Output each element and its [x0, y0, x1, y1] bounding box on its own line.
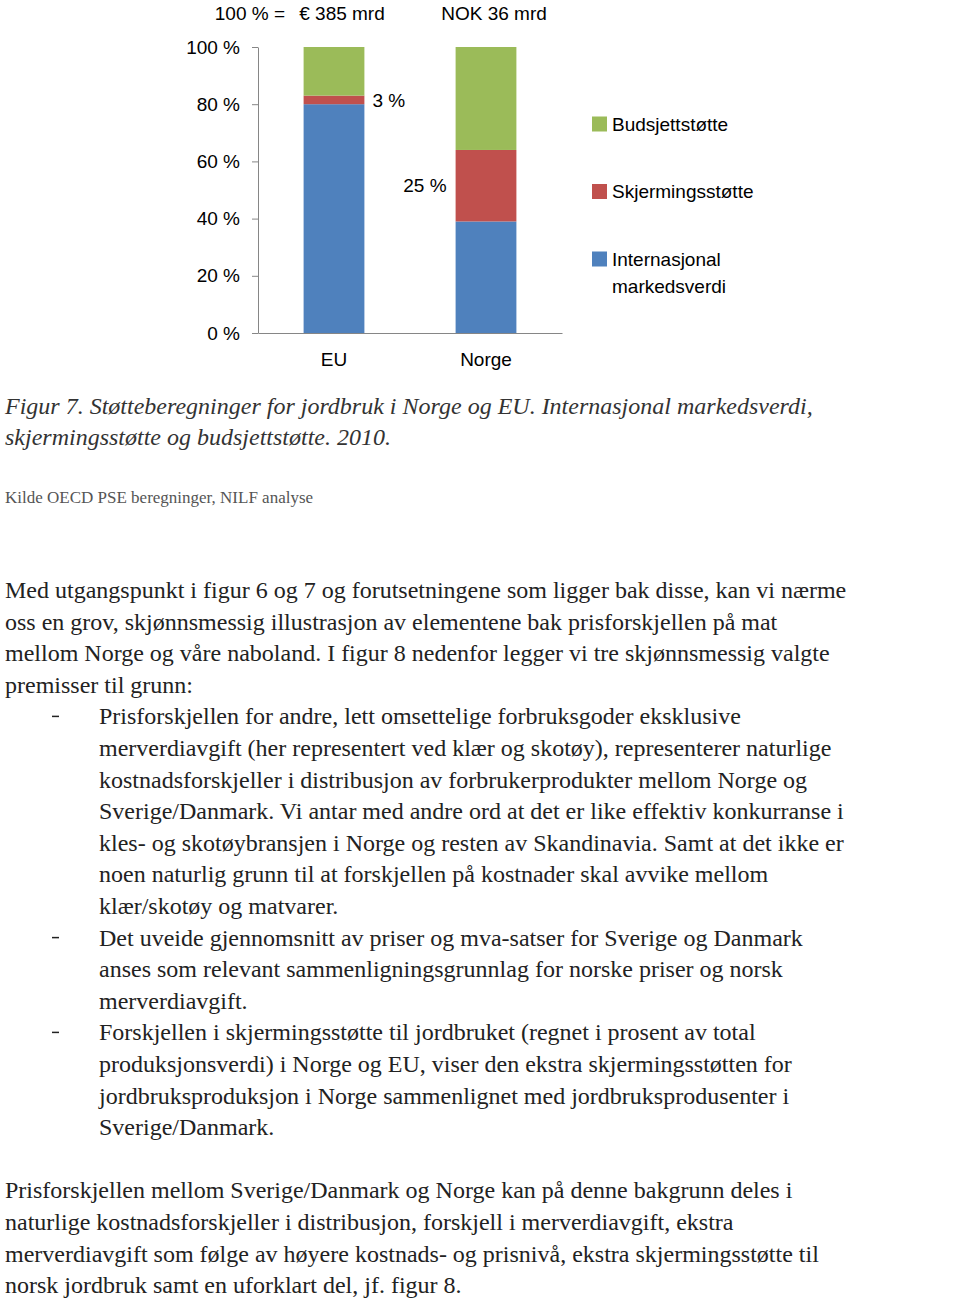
bar — [304, 47, 365, 96]
y-tick-mark — [252, 47, 258, 48]
bar — [304, 104, 365, 333]
y-tick: 80 % — [197, 94, 258, 115]
list-dash — [52, 937, 59, 939]
document-text: Figur 7. Støtteberegninger for jordbruk … — [4, 393, 846, 1298]
annotation: NOK 36 mrd — [441, 3, 547, 24]
x-tick-label: Norge — [460, 349, 512, 370]
bar — [456, 221, 517, 333]
intro-line: Med utgangspunkt i figur 6 og 7 og forut… — [5, 577, 846, 603]
x-tick: Norge — [460, 349, 512, 370]
bar — [456, 150, 517, 222]
legend-label: Internasjonalmarkedsverdi — [612, 249, 726, 298]
y-tick-mark — [252, 276, 258, 277]
y-tick-label: 40 % — [197, 208, 240, 229]
premise-line: kostnadsforskjeller i distribusjon av fo… — [99, 767, 807, 793]
y-tick-mark — [252, 219, 258, 220]
annotation: € 385 mrd — [299, 3, 385, 24]
premise-line: Prisforskjellen for andre, lett omsettel… — [99, 703, 741, 729]
bar — [304, 96, 365, 105]
y-tick: 0 % — [207, 323, 258, 344]
intro-line: mellom Norge og våre naboland. I figur 8… — [5, 640, 830, 666]
legend: Budsjettstøtte Skjermingsstøtte Internasjo… — [592, 114, 753, 298]
y-tick-mark — [252, 104, 258, 105]
page: 0 % 20 % 40 % 60 % 80 % 100 % EU Norge 3 % 25 % 10… — [0, 0, 960, 1305]
legend-label: Skjermingsstøtte — [612, 181, 753, 202]
data-label: 3 % — [372, 90, 405, 111]
caption-line: Figur 7. Støtteberegninger for jordbruk … — [4, 393, 813, 419]
list-dash — [52, 1032, 59, 1034]
intro-line: premisser til grunn: — [5, 672, 193, 698]
conclusion-line: naturlige kostnadsforskjeller i distribu… — [5, 1209, 734, 1235]
y-tick-label: 100 % — [186, 37, 240, 58]
y-tick: 40 % — [197, 208, 258, 229]
x-axis-line — [259, 333, 563, 334]
premise-line: anses som relevant sammenligningsgrunnla… — [99, 956, 783, 982]
y-tick-mark — [252, 161, 258, 162]
y-tick-label: 80 % — [197, 94, 240, 115]
premise-line: jordbruksproduksjon i Norge sammenlignet… — [98, 1083, 789, 1109]
conclusion-line: norsk jordbruk samt en uforklart del, jf… — [5, 1272, 462, 1298]
premise-line: produksjonsverdi) i Norge og EU, viser d… — [99, 1051, 792, 1077]
x-tick-label: EU — [321, 349, 347, 370]
premise-line: noen naturlig grunn til at forskjellen p… — [99, 861, 768, 887]
caption-line: skjermingsstøtte og budsjettstøtte. 2010… — [5, 424, 391, 450]
x-tick: EU — [321, 349, 347, 370]
legend-swatch — [592, 252, 607, 267]
premise-line: Sverige/Danmark. Vi antar med andre ord … — [99, 798, 844, 824]
source: Kilde OECD PSE beregninger, NILF analyse — [5, 488, 313, 507]
y-tick-label: 60 % — [197, 151, 240, 172]
page-svg: 0 % 20 % 40 % 60 % 80 % 100 % EU Norge 3 % 25 % 10… — [0, 0, 960, 1305]
background — [0, 0, 960, 1305]
conclusion-line: merverdiavgift som følge av høyere kostn… — [5, 1241, 819, 1267]
annotations: 100 % = € 385 mrd NOK 36 mrd — [215, 3, 547, 24]
list-dash — [52, 716, 59, 718]
y-axis: 0 % 20 % 40 % 60 % 80 % 100 % — [186, 37, 258, 344]
premise-line: Sverige/Danmark. — [99, 1114, 274, 1140]
legend-swatch — [592, 184, 607, 199]
data-labels: 3 % 25 % — [372, 90, 446, 197]
y-tick-label: 0 % — [207, 323, 240, 344]
premise-line: kles- og skotøybransjen i Norge og reste… — [99, 830, 844, 856]
legend-swatch — [592, 117, 607, 132]
conclusion-line: Prisforskjellen mellom Sverige/Danmark o… — [5, 1177, 793, 1203]
premise-line: Det uveide gjennomsnitt av priser og mva… — [99, 925, 803, 951]
y-tick: 60 % — [197, 151, 258, 172]
series-2 — [304, 47, 517, 150]
premise-line: merverdiavgift. — [99, 988, 248, 1014]
x-axis: EU Norge — [259, 334, 563, 371]
intro-line: oss en grov, skjønnsmessig illustrasjon … — [5, 609, 778, 635]
data-label: 25 % — [403, 175, 446, 196]
bar — [456, 47, 517, 150]
y-tick-mark — [252, 333, 258, 334]
chart: 0 % 20 % 40 % 60 % 80 % 100 % EU Norge 3 % 25 % 10… — [186, 3, 753, 371]
y-tick: 20 % — [197, 265, 258, 286]
y-tick: 100 % — [186, 37, 258, 58]
premise-line: Forskjellen i skjermingsstøtte til jordb… — [99, 1019, 756, 1045]
y-axis-line — [258, 48, 259, 334]
bars — [304, 47, 517, 333]
legend-label: Budsjettstøtte — [612, 114, 728, 135]
y-tick-label: 20 % — [197, 265, 240, 286]
premise-line: merverdiavgift (her representert ved klæ… — [99, 735, 831, 761]
annotation: 100 % = — [215, 3, 285, 24]
premise-line: klær/skotøy og matvarer. — [99, 893, 338, 919]
